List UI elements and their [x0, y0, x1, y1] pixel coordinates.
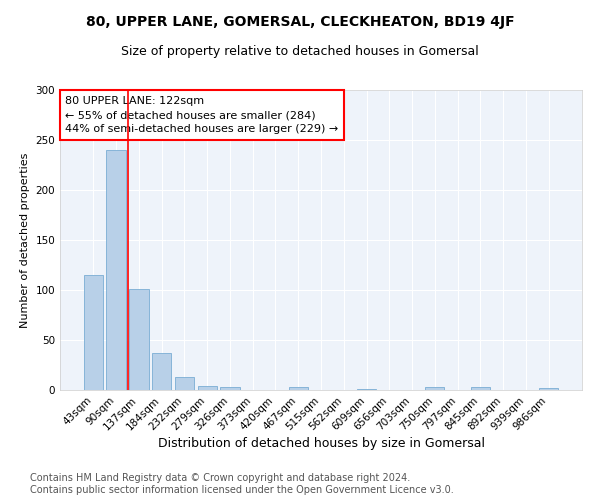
Bar — [357, 389, 376, 390]
Bar — [152, 353, 172, 390]
Text: 80 UPPER LANE: 122sqm
← 55% of detached houses are smaller (284)
44% of semi-det: 80 UPPER LANE: 122sqm ← 55% of detached … — [65, 96, 338, 134]
Bar — [539, 388, 558, 390]
Bar — [175, 377, 194, 390]
Text: Contains HM Land Registry data © Crown copyright and database right 2024.
Contai: Contains HM Land Registry data © Crown c… — [30, 474, 454, 495]
Text: 80, UPPER LANE, GOMERSAL, CLECKHEATON, BD19 4JF: 80, UPPER LANE, GOMERSAL, CLECKHEATON, B… — [86, 15, 514, 29]
Bar — [220, 387, 239, 390]
Bar — [197, 386, 217, 390]
X-axis label: Distribution of detached houses by size in Gomersal: Distribution of detached houses by size … — [157, 438, 485, 450]
Bar — [425, 387, 445, 390]
Text: Size of property relative to detached houses in Gomersal: Size of property relative to detached ho… — [121, 45, 479, 58]
Bar — [470, 387, 490, 390]
Bar — [106, 150, 126, 390]
Bar — [289, 387, 308, 390]
Bar — [129, 289, 149, 390]
Bar — [84, 275, 103, 390]
Y-axis label: Number of detached properties: Number of detached properties — [20, 152, 30, 328]
